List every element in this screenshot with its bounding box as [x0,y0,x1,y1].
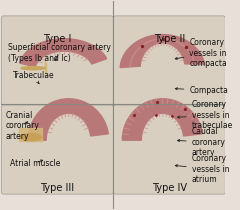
Text: Type I: Type I [43,34,72,44]
Text: Type III: Type III [40,183,74,193]
FancyBboxPatch shape [113,105,225,194]
Polygon shape [20,39,107,67]
Text: Cranial
coronary
artery: Cranial coronary artery [6,111,40,141]
Text: Type IV: Type IV [152,183,187,193]
Text: Type II: Type II [154,34,185,44]
FancyBboxPatch shape [1,16,113,105]
Polygon shape [120,35,204,68]
Text: Compacta: Compacta [175,86,228,95]
FancyBboxPatch shape [113,16,225,105]
Text: Coronary
vessels in
trabeculae: Coronary vessels in trabeculae [177,100,233,130]
Polygon shape [122,99,202,140]
Text: Caudal
coronary
artery: Caudal coronary artery [177,127,226,157]
Text: Coronary
vessels in
compacta: Coronary vessels in compacta [175,38,227,68]
Polygon shape [28,99,108,140]
Text: Atrial muscle: Atrial muscle [10,159,61,168]
Text: Superficial coronary artery
(Types Ib and Ic): Superficial coronary artery (Types Ib an… [8,43,111,63]
FancyBboxPatch shape [1,105,113,194]
Text: Coronary
vessels in
atrium: Coronary vessels in atrium [175,154,229,184]
Text: Trabeculae: Trabeculae [12,71,54,84]
